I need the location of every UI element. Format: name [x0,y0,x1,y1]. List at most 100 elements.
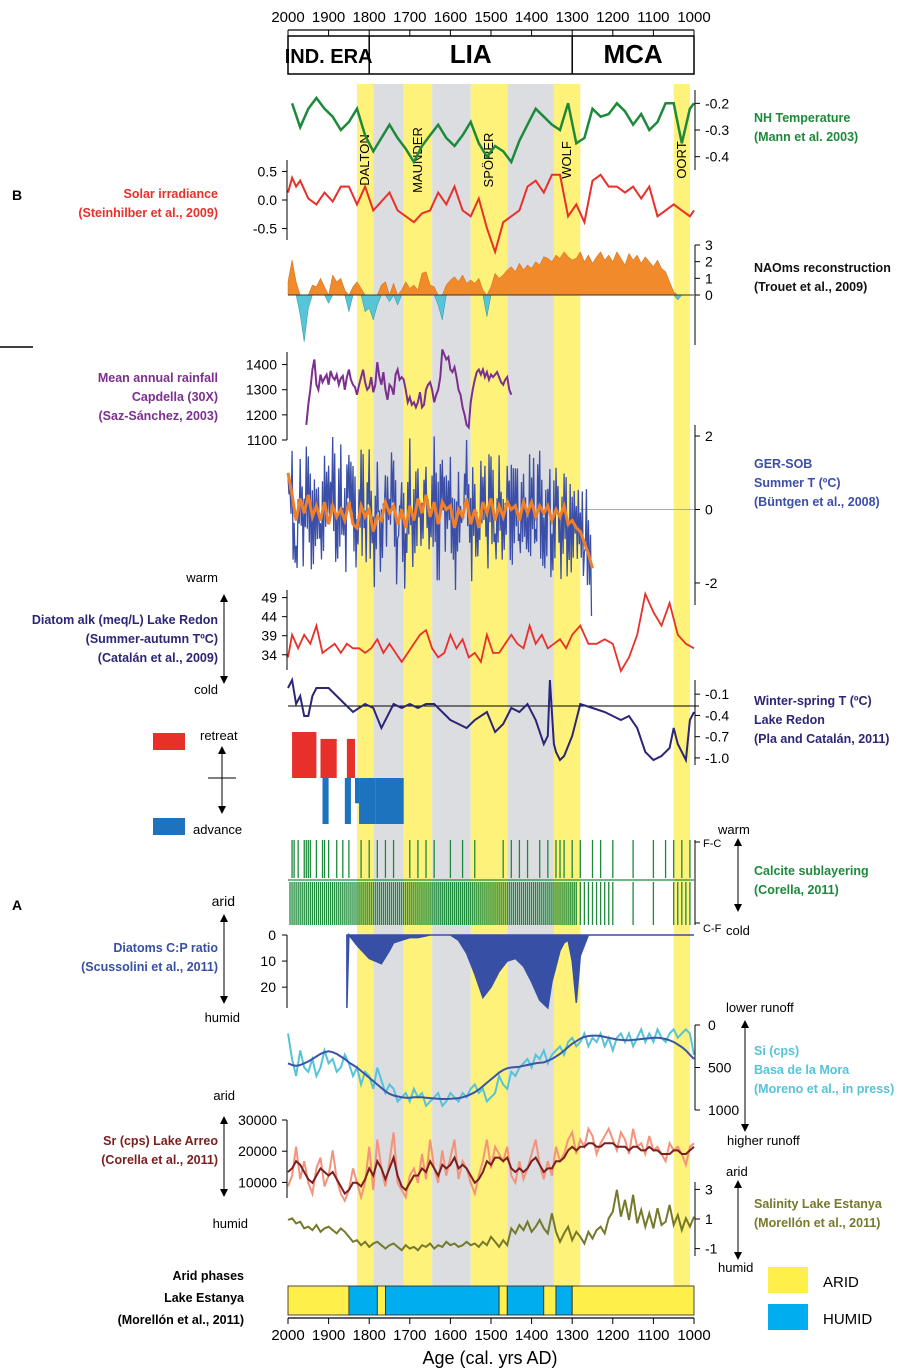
calcite-label-0: Calcite sublayering [754,864,869,878]
humid-legend-swatch [768,1304,808,1330]
diatom-alk-line [287,591,695,674]
rain-tick-label: 1100 [247,432,277,448]
panel-diatoms-cp: 0 10 20 Diatoms C:P ratio (Scussolini et al.… [12,893,694,1025]
sr-smooth-line [287,1142,695,1196]
calcite-tick-label: F-C [703,838,721,850]
nao-tick-label: 2 [705,254,713,270]
salinity-label-0: Salinity Lake Estanya [754,1197,883,1211]
salinity-tick-label: -1 [705,1241,718,1257]
salinity-tick-label: 3 [705,1181,713,1197]
retreat-bar-2 [346,738,355,778]
salinity-label-1: (Morellón et al., 2011) [754,1216,880,1230]
rain-tick-label: 1400 [246,357,277,373]
phase-block-humid [348,1285,378,1316]
phase-block-humid [506,1285,545,1316]
top-tick-label: 1800 [353,9,386,26]
nh-temperature-line [290,95,695,165]
diatoms-cp-area [346,932,694,1010]
calcite-cold-label: cold [726,923,750,938]
phases-title-0: Arid phases [172,1269,244,1283]
panel-diatom-alk: 49 44 39 34 Diatom alk (meq/L) Lake Redon (Su… [32,570,695,697]
minimum-band-dalton [357,84,374,1310]
phases-title-1: Lake Estanya [164,1291,245,1305]
winter-tick-label: -0.1 [705,686,729,702]
retreat-bar-0 [292,732,317,778]
advance-bar-4 [375,778,404,824]
nh-tick-label: -0.3 [705,122,729,138]
top-tick-label: 1200 [596,9,629,26]
advance-bar-0 [322,778,329,824]
ger-tick-label: 0 [705,501,713,517]
phase-block-arid [376,1285,386,1316]
ger-tick-label: 2 [705,428,713,444]
panel-rainfall: 1400 1300 1200 1100 Mean annual rainfall Capd… [98,349,513,448]
nh-tick-label: -0.2 [705,95,729,111]
rain-label-2: (Saz-Sánchez, 2003) [99,409,219,423]
sr-humid-label: humid [213,1216,248,1231]
solar-tick-label: -0.5 [253,221,277,237]
lower-runoff-label: lower runoff [726,1000,794,1015]
nao-tick-label: 0 [705,287,713,303]
nao-tick-label: 1 [705,270,713,286]
panel-labels: B [12,187,22,203]
panel-calcite: F-C C-F Calcite sublayering (Corella, 2011)… [288,822,869,938]
bottom-tick-label: 1700 [393,1327,426,1344]
cp-label-1: (Scussolini et al., 2011) [81,960,218,974]
period-label-mca: MCA [603,39,662,69]
ger-label-1: Summer T (ºC) [754,476,841,490]
humid-legend-label: HUMID [823,1311,872,1328]
top-tick-label: 1400 [515,9,548,26]
panel-label-b: B [12,187,22,203]
panel-ger-sob: 2 0 -2 GER-SOB Summer T (ºC) (Büntgen et al.,… [286,425,880,617]
minimum-band-spörer [470,84,508,1310]
salinity-arid-label: arid [726,1164,748,1179]
winter-label-0: Winter-spring T (ºC) [754,694,872,708]
ger-label-2: (Büntgen et al., 2008) [754,495,880,509]
winter-tick-label: -1.0 [705,750,729,766]
nao-tick-label: 3 [705,237,713,253]
solar-irradiance-line [287,173,695,256]
bottom-tick-label: 1300 [556,1327,589,1344]
rain-label-1: Capdella (30X) [132,390,218,404]
sr-arid-label: arid [213,1088,235,1103]
panel-label-a: A [12,897,22,913]
winter-tick-label: -0.7 [705,729,729,745]
top-tick-label: 2000 [271,9,304,26]
retreat-legend-swatch [153,733,185,750]
higher-runoff-label: higher runoff [727,1133,800,1148]
bottom-tick-label: 1500 [474,1327,507,1344]
proxy-panels: -0.2 -0.3 -0.4 NH Temperature (Mann et al. 2… [0,90,894,1330]
phase-block-humid [385,1285,500,1316]
winter-label-2: (Pla and Catalán, 2011) [754,732,889,746]
panel-nh-temperature: -0.2 -0.3 -0.4 NH Temperature (Mann et al. 2… [290,90,858,170]
nh-label-1: (Mann et al. 2003) [754,130,858,144]
cold-label: cold [194,682,218,697]
bottom-tick-label: 1600 [434,1327,467,1344]
minimum-label-oort: OORT [674,141,689,178]
bottom-age-axis: 2000 1900 1800 1700 1600 1500 1400 1300 1200 1100… [271,1317,711,1344]
glacier-arrow-heads [218,746,226,814]
advance-bar-3 [359,778,376,824]
winter-tick-label: -0.4 [705,707,729,723]
bottom-tick-label: 1100 [637,1327,669,1344]
salinity-arrow-heads [734,1180,742,1260]
nao-label-1: (Trouet et al., 2009) [754,280,867,294]
arid-legend-label: ARID [823,1274,859,1291]
cp-arid-label: arid [212,893,235,909]
top-tick-label: 1600 [434,9,467,26]
ger-smooth-line [286,472,594,569]
alk-tick-label: 34 [261,647,277,663]
top-tick-label: 1700 [393,9,426,26]
winter-label-1: Lake Redon [754,713,825,727]
grey-band-1 [432,84,471,1310]
nh-tick-label: -0.4 [705,149,729,165]
minimum-label-dalton: DALTON [357,134,372,186]
period-label-lia: LIA [450,39,492,69]
cp-tick-label: 0 [268,927,276,943]
retreat-bar-1 [320,738,337,778]
bottom-tick-label: 1800 [353,1327,386,1344]
salinity-tick-label: 1 [705,1211,713,1227]
period-label-indera: IND. ERA [285,46,373,68]
